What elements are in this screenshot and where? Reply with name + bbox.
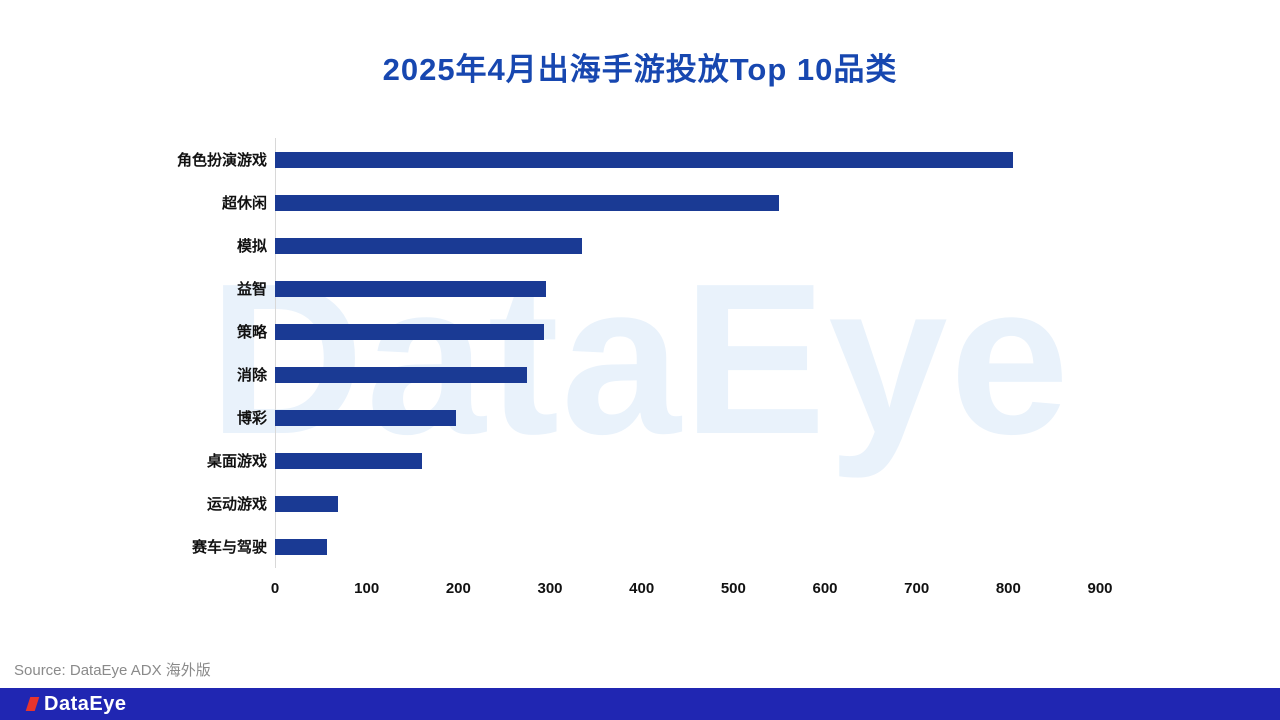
chart-row: 博彩 [0, 396, 1280, 439]
footer-bar: DataEye [0, 688, 1280, 720]
dataeye-logo-text: DataEye [44, 692, 127, 715]
category-label: 博彩 [236, 410, 267, 427]
category-label: 消除 [236, 367, 267, 384]
x-tick-label: 400 [629, 580, 655, 597]
chart-row: 桌面游戏 [0, 439, 1280, 482]
source-note: Source: DataEye ADX 海外版 [14, 662, 211, 679]
bar [275, 151, 1013, 168]
x-tick-label: 800 [995, 580, 1021, 597]
x-tick-label: 200 [445, 580, 471, 597]
category-label: 策略 [236, 324, 267, 341]
chart-title: 2025年4月出海手游投放Top 10品类 [382, 52, 898, 87]
chart-row: 运动游戏 [0, 482, 1280, 525]
x-tick-label: 700 [904, 580, 930, 597]
x-tick-label: 500 [720, 580, 746, 597]
chart-row: 超休闲 [0, 181, 1280, 224]
bar [275, 538, 327, 555]
bar [275, 280, 546, 297]
chart-row: 角色扮演游戏 [0, 138, 1280, 181]
category-label: 运动游戏 [206, 496, 267, 513]
chart-row: 益智 [0, 267, 1280, 310]
category-label: 超休闲 [221, 195, 267, 212]
chart-row: 消除 [0, 353, 1280, 396]
category-label: 角色扮演游戏 [176, 152, 267, 169]
bar-track [275, 280, 1100, 297]
chart-row: 策略 [0, 310, 1280, 353]
category-label: 桌面游戏 [206, 453, 267, 470]
chart-row: 模拟 [0, 224, 1280, 267]
bar-track [275, 323, 1100, 340]
y-axis-line [275, 138, 276, 568]
category-label: 模拟 [236, 238, 267, 255]
bar [275, 495, 338, 512]
bar [275, 323, 544, 340]
x-tick-label: 900 [1087, 580, 1113, 597]
x-tick-label: 0 [270, 580, 280, 597]
bar [275, 237, 582, 254]
x-axis: 0 100 200 300 400 500 600 700 800 900 [271, 580, 1113, 604]
dataeye-watermark: DataEye [208, 238, 1072, 479]
category-label: 益智 [236, 281, 267, 298]
bar-track [275, 452, 1100, 469]
bar [275, 366, 527, 383]
bar [275, 194, 779, 211]
x-tick-label: 100 [354, 580, 380, 597]
chart-row: 赛车与驾驶 [0, 525, 1280, 568]
bar [275, 409, 456, 426]
bar-track [275, 151, 1100, 168]
x-tick-label: 600 [812, 580, 838, 597]
bar-chart: DataEye 角色扮演游戏超休闲模拟益智策略消除博彩桌面游戏运动游戏赛车与驾驶… [0, 130, 1280, 610]
bar [275, 452, 422, 469]
dataeye-logo-icon [25, 697, 40, 711]
dataeye-logo: DataEye [25, 692, 127, 716]
bar-track [275, 409, 1100, 426]
bar-track [275, 194, 1100, 211]
chart-rows: 角色扮演游戏超休闲模拟益智策略消除博彩桌面游戏运动游戏赛车与驾驶 [0, 138, 1280, 568]
bar-track [275, 495, 1100, 512]
category-label: 赛车与驾驶 [191, 539, 267, 556]
bar-track [275, 237, 1100, 254]
bar-track [275, 366, 1100, 383]
x-tick-label: 300 [537, 580, 563, 597]
bar-track [275, 538, 1100, 555]
